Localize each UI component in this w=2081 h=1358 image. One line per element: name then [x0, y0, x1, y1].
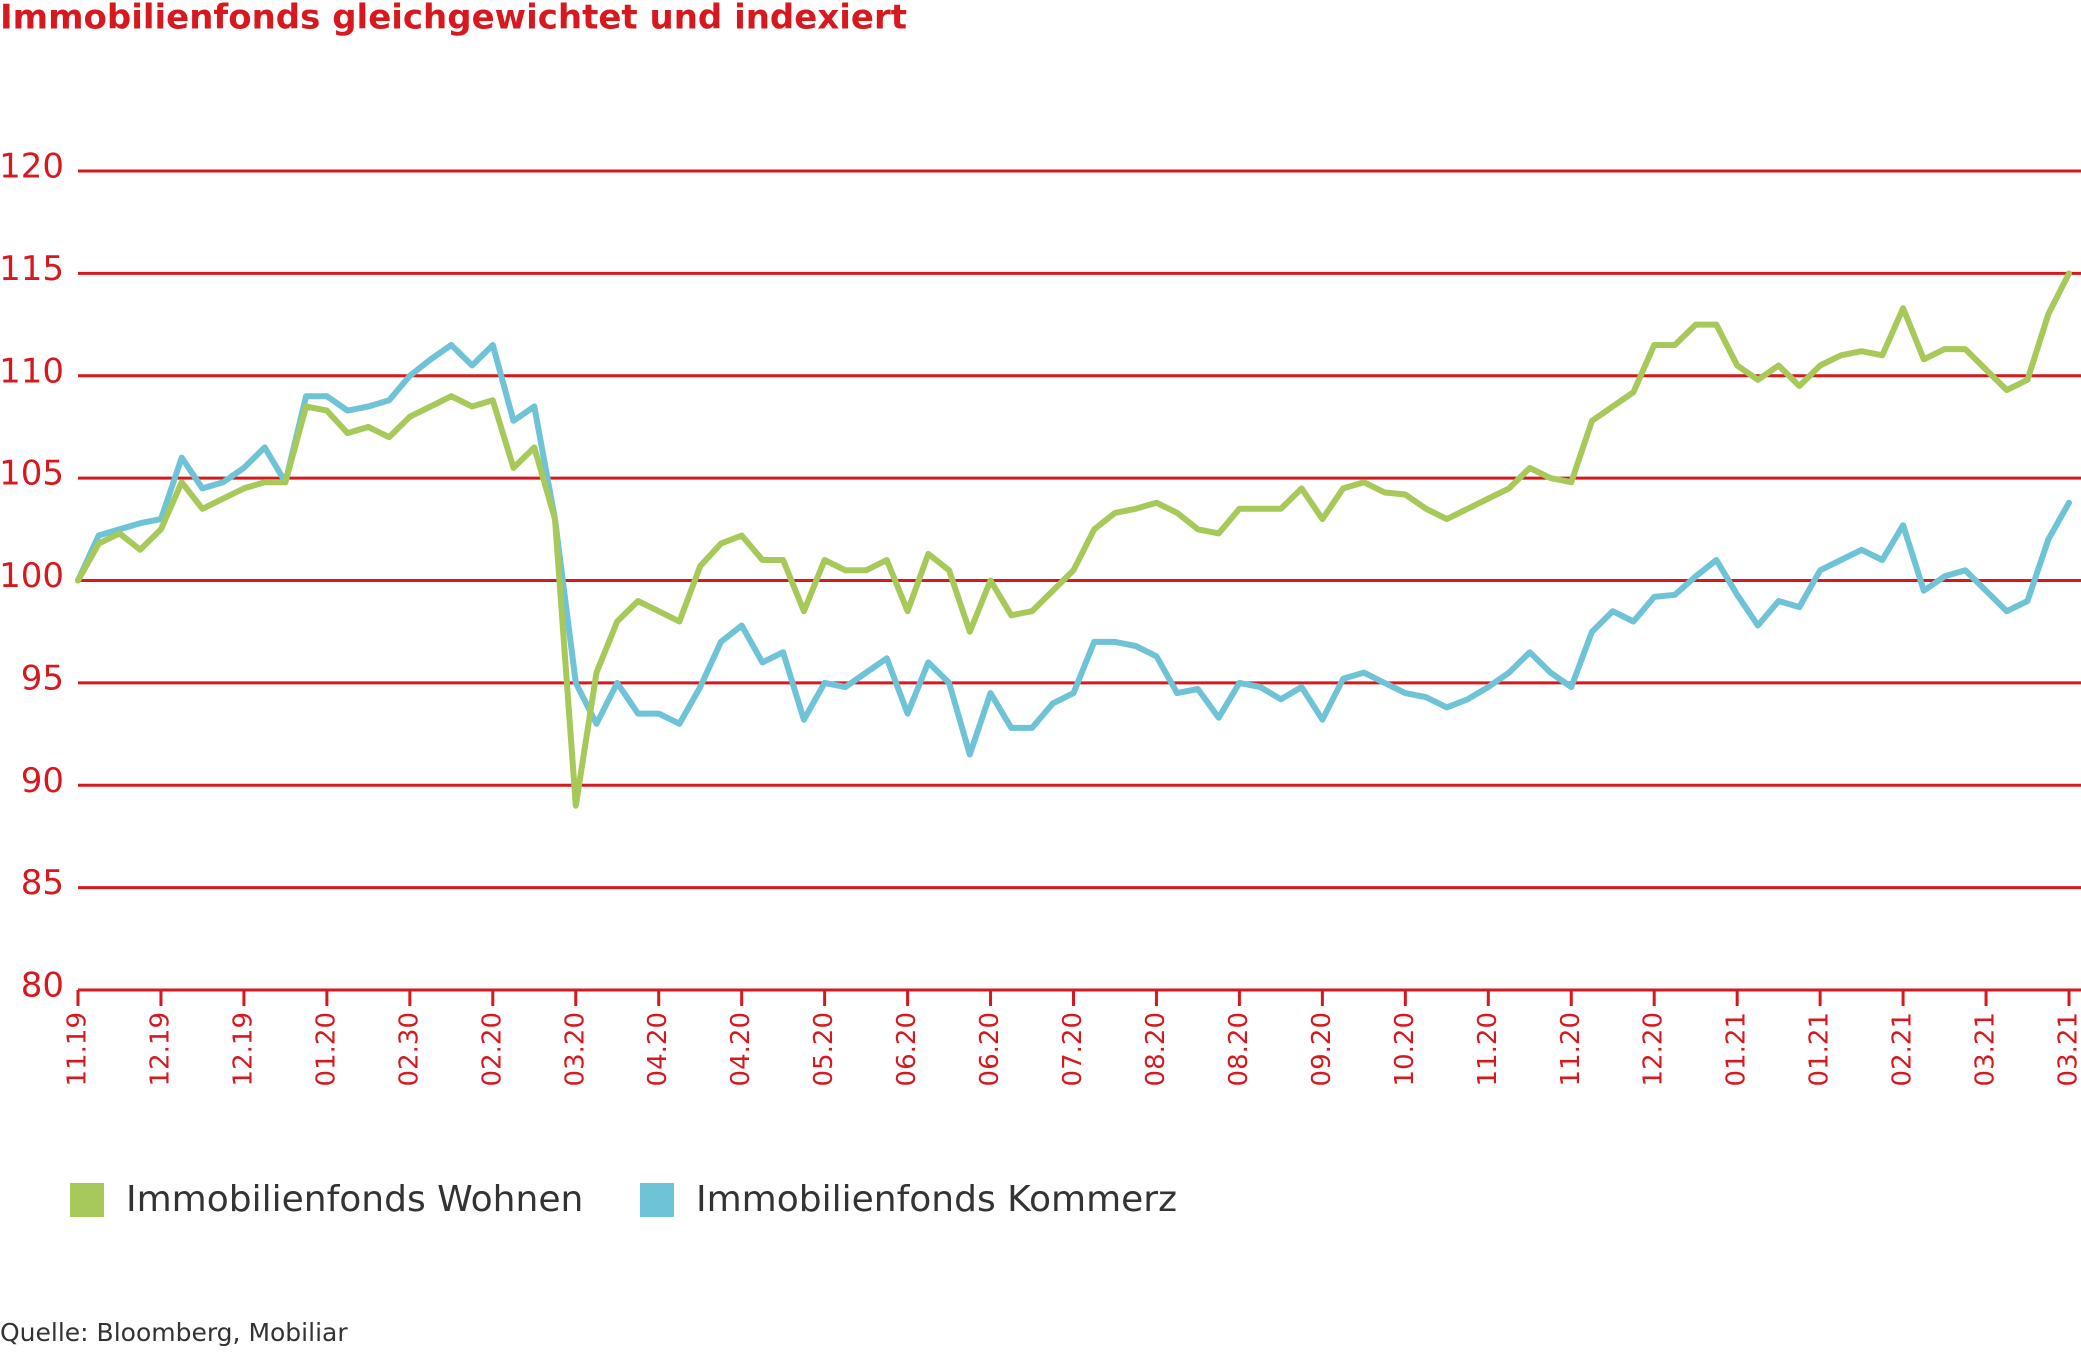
x-tick-label: 03.20 [560, 1012, 590, 1086]
x-tick-label: 11.20 [1556, 1012, 1586, 1086]
series-line [78, 273, 2069, 805]
y-tick-label: 105 [0, 454, 64, 494]
y-tick-label: 95 [21, 658, 64, 698]
y-tick-label: 90 [21, 761, 64, 801]
x-tick-label: 10.20 [1390, 1012, 1420, 1086]
x-tick-label: 06.20 [975, 1012, 1005, 1086]
chart-title: Immobilienfonds gleichgewichtet und inde… [0, 0, 907, 38]
y-tick-label: 115 [0, 249, 64, 289]
x-tick-label: 02.30 [394, 1012, 424, 1086]
x-tick-label: 08.20 [1141, 1012, 1171, 1086]
x-tick-label: 11.20 [1473, 1012, 1503, 1086]
y-tick-label: 120 [0, 147, 64, 187]
legend-swatch [640, 1183, 674, 1217]
legend-swatch [70, 1183, 104, 1217]
x-tick-label: 03.21 [2054, 1012, 2081, 1086]
x-tick-label: 02.20 [477, 1012, 507, 1086]
x-tick-label: 11.19 [63, 1012, 93, 1086]
x-tick-label: 04.20 [643, 1012, 673, 1086]
legend-label: Immobilienfonds Wohnen [126, 1179, 583, 1220]
x-tick-label: 04.20 [726, 1012, 756, 1086]
x-tick-label: 02.21 [1888, 1012, 1918, 1086]
x-tick-label: 01.20 [311, 1012, 341, 1086]
x-tick-label: 12.20 [1639, 1012, 1669, 1086]
x-tick-label: 07.20 [1058, 1012, 1088, 1086]
x-tick-label: 08.20 [1224, 1012, 1254, 1086]
series-line [78, 345, 2069, 755]
source-note: Quelle: Bloomberg, Mobiliar [0, 1318, 348, 1347]
legend-label: Immobilienfonds Kommerz [696, 1179, 1177, 1220]
x-tick-label: 03.21 [1971, 1012, 2001, 1086]
x-tick-label: 05.20 [809, 1012, 839, 1086]
x-tick-label: 12.19 [228, 1012, 258, 1086]
y-tick-label: 85 [21, 863, 64, 903]
x-tick-label: 12.19 [145, 1012, 175, 1086]
y-tick-label: 100 [0, 556, 64, 596]
y-tick-label: 80 [21, 966, 64, 1006]
x-tick-label: 06.20 [892, 1012, 922, 1086]
x-tick-label: 09.20 [1307, 1012, 1337, 1086]
y-tick-label: 110 [0, 351, 64, 391]
x-tick-label: 01.21 [1805, 1012, 1835, 1086]
x-tick-label: 01.21 [1722, 1012, 1752, 1086]
